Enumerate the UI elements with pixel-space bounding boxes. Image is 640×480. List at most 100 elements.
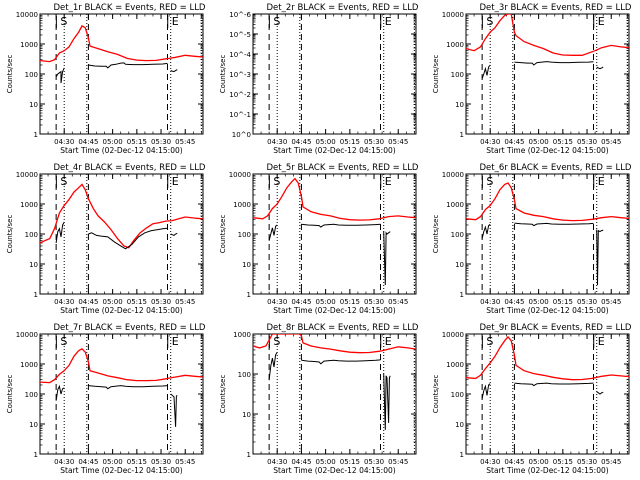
y-tick-label: 10000 [16,11,38,19]
y-tick-label: 10000 [442,331,464,339]
marker-label: E [385,175,392,188]
x-tick-label: 05:00 [103,458,123,466]
x-tick-label: 05:15 [340,138,360,146]
x-tick-label: 05:45 [175,298,195,306]
y-tick-label: 100 [25,231,38,239]
marker-label: E [598,335,605,348]
marker-label: E [172,335,179,348]
y-tick-label: 10000 [16,331,38,339]
series-black-line [481,223,491,239]
y-axis-label: Counts/sec [6,55,14,94]
series-black-line [170,69,178,73]
marker-label: E [385,335,392,348]
y-tick-label: 1000 [233,331,251,339]
y-tick-label: 1000 [20,41,38,49]
x-tick-label: 04:30 [267,138,287,146]
x-tick-label: 05:00 [316,458,336,466]
marker-label: S [60,175,67,188]
panel-title: Det_4r BLACK = Events, RED = LLD [54,163,206,173]
series-red-line [40,183,203,249]
y-tick-label: 10 [242,261,251,269]
x-tick-label: 05:30 [577,298,597,306]
x-tick-label: 04:30 [54,138,74,146]
y-tick-label: 1 [247,291,251,299]
y-axis-label: Counts/sec [219,215,227,254]
panel-title: Det_3r BLACK = Events, RED = LLD [480,3,632,13]
y-tick-label: 10000 [16,171,38,179]
x-tick-label: 04:45 [504,138,524,146]
x-tick-label: 04:30 [480,458,500,466]
x-tick-label: 05:00 [529,298,549,306]
marker-label: E [172,175,179,188]
x-tick-label: 05:30 [577,458,597,466]
x-tick-label: 05:30 [577,138,597,146]
y-tick-label: 10^-4 [229,51,251,59]
x-tick-label: 04:45 [78,298,98,306]
marker-label: S [273,175,280,188]
y-axis-label: Counts/sec [432,215,440,254]
y-tick-label: 10^-6 [229,11,251,19]
y-tick-label: 10^-3 [229,71,251,79]
series-black-line [268,224,278,241]
y-tick-label: 1 [34,291,38,299]
series-black-line [55,384,65,401]
x-tick-label: 05:30 [364,298,384,306]
x-tick-label: 05:45 [388,138,408,146]
panel-5: Det_5r BLACK = Events, RED = LLD 1 10 100 10… [219,163,419,315]
y-tick-label: 10^0 [232,131,251,139]
panel-9: Det_9r BLACK = Events, RED = LLD 1 10 100 10… [432,323,632,475]
x-tick-label: 05:45 [175,458,195,466]
panel-title: Det_5r BLACK = Events, RED = LLD [267,163,419,173]
y-tick-label: 100 [25,391,38,399]
series-red-line [40,25,203,63]
x-tick-label: 05:30 [364,458,384,466]
panel-7: Det_7r BLACK = Events, RED = LLD 1 10 100 10… [6,323,206,475]
series-red-line [253,334,416,354]
y-tick-label: 1 [460,131,464,139]
x-tick-label: 04:30 [54,458,74,466]
panel-title: Det_6r BLACK = Events, RED = LLD [480,163,632,173]
series-black-line [383,231,391,286]
x-tick-label: 04:30 [267,458,287,466]
series-red-line [466,14,629,56]
series-red-line [253,177,416,221]
panel-2: Det_2r BLACK = Events, RED = LLD 10^0 10^-… [219,3,419,155]
panel-title: Det_8r BLACK = Events, RED = LLD [267,323,419,333]
x-tick-label: 05:15 [553,298,573,306]
x-tick-label: 05:00 [529,458,549,466]
panel-3: Det_3r BLACK = Events, RED = LLD 1 10 100 10… [432,3,632,155]
y-axis-label: Counts/sec [219,55,227,94]
x-tick-label: 05:15 [553,138,573,146]
y-tick-label: 10000 [229,171,251,179]
x-tick-label: 05:00 [529,138,549,146]
x-tick-label: 04:45 [504,298,524,306]
x-tick-label: 05:45 [388,298,408,306]
series-black-line [55,221,65,244]
panel-title: Det_2r BLACK = Events, RED = LLD [267,3,419,13]
x-tick-label: 04:45 [78,138,98,146]
y-tick-label: 10000 [442,171,464,179]
y-tick-label: 100 [451,71,464,79]
series-black-line [301,223,381,228]
x-axis-label: Start Time (02-Dec-12 04:15:00) [60,306,182,315]
y-tick-label: 1000 [446,41,464,49]
series-red-line [466,182,629,222]
series-black-line [88,385,168,390]
series-red-line [40,347,203,384]
marker-label: E [172,15,179,28]
marker-label: S [486,175,493,188]
x-axis-label: Start Time (02-Dec-12 04:15:00) [60,466,182,475]
x-tick-label: 05:15 [553,458,573,466]
x-tick-label: 05:00 [316,138,336,146]
x-tick-label: 04:30 [54,298,74,306]
marker-label: E [598,15,605,28]
x-axis-label: Start Time (02-Dec-12 04:15:00) [486,146,608,155]
x-tick-label: 04:45 [504,458,524,466]
panel-title: Det_9r BLACK = Events, RED = LLD [480,323,632,333]
y-tick-label: 10 [29,101,38,109]
marker-label: S [60,335,67,348]
x-tick-label: 05:00 [103,298,123,306]
y-tick-label: 1 [34,131,38,139]
y-tick-label: 1000 [233,201,251,209]
x-tick-label: 04:45 [291,458,311,466]
